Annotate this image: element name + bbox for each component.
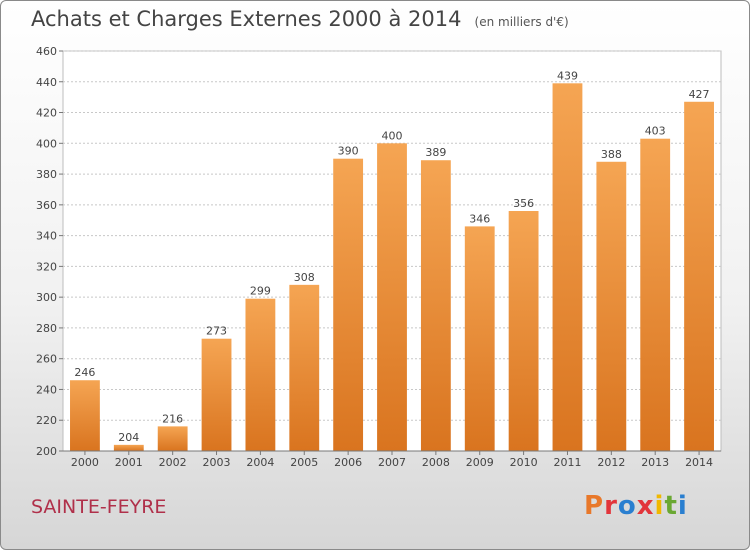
logo-letter: i xyxy=(677,491,688,521)
x-tick-label: 2007 xyxy=(378,456,406,469)
y-tick-label: 300 xyxy=(36,291,57,304)
data-label: 299 xyxy=(250,285,271,298)
bar xyxy=(70,380,100,451)
x-tick-label: 2011 xyxy=(553,456,581,469)
x-tick-label: 2013 xyxy=(641,456,669,469)
y-tick-label: 200 xyxy=(36,445,57,458)
data-label: 204 xyxy=(118,431,139,444)
x-tick-label: 2010 xyxy=(510,456,538,469)
bar xyxy=(113,444,144,451)
logo-letter: o xyxy=(617,491,637,521)
logo-letter: t xyxy=(664,491,678,521)
chart-title: Achats et Charges Externes 2000 à 2014 (… xyxy=(31,7,569,31)
x-tick-label: 2003 xyxy=(203,456,231,469)
data-label: 403 xyxy=(645,125,666,138)
data-label: 389 xyxy=(425,146,446,159)
bar xyxy=(377,143,407,452)
x-tick-label: 2012 xyxy=(597,456,625,469)
x-tick-label: 2002 xyxy=(159,456,187,469)
y-tick-label: 220 xyxy=(36,414,57,427)
y-tick-label: 280 xyxy=(36,322,57,335)
x-tick-label: 2000 xyxy=(71,456,99,469)
bar xyxy=(201,338,232,451)
bar xyxy=(508,211,539,451)
logo-letter: x xyxy=(636,491,655,521)
data-label: 400 xyxy=(382,129,403,142)
data-label: 388 xyxy=(601,148,622,161)
bar xyxy=(289,284,320,451)
bar xyxy=(640,138,671,451)
x-tick-label: 2009 xyxy=(466,456,494,469)
y-tick-label: 460 xyxy=(36,45,57,58)
y-tick-label: 340 xyxy=(36,230,57,243)
data-label: 427 xyxy=(689,88,710,101)
x-tick-label: 2004 xyxy=(246,456,274,469)
bar xyxy=(157,426,188,451)
bar xyxy=(464,226,495,451)
y-tick-label: 400 xyxy=(36,137,57,150)
data-label: 439 xyxy=(557,69,578,82)
y-tick-label: 380 xyxy=(36,168,57,181)
bar xyxy=(245,298,276,451)
x-tick-label: 2008 xyxy=(422,456,450,469)
x-tick-label: 2006 xyxy=(334,456,362,469)
proxiti-logo: Proxiti xyxy=(584,491,688,521)
y-tick-label: 260 xyxy=(36,353,57,366)
bar xyxy=(596,161,627,451)
chart-title-main: Achats et Charges Externes 2000 à 2014 xyxy=(31,7,462,31)
y-tick-label: 240 xyxy=(36,383,57,396)
chart-unit: (en milliers d'€) xyxy=(474,15,569,29)
data-label: 308 xyxy=(294,271,315,284)
logo-letter: i xyxy=(654,491,665,521)
data-label: 273 xyxy=(206,325,227,338)
bar xyxy=(552,83,583,452)
x-tick-label: 2005 xyxy=(290,456,318,469)
data-label: 216 xyxy=(162,412,183,425)
y-tick-label: 420 xyxy=(36,107,57,120)
y-tick-label: 320 xyxy=(36,260,57,273)
logo-letter: r xyxy=(604,491,618,521)
x-tick-label: 2001 xyxy=(115,456,143,469)
y-tick-label: 360 xyxy=(36,199,57,212)
data-label: 246 xyxy=(74,366,95,379)
y-tick-label: 440 xyxy=(36,76,57,89)
bar xyxy=(333,158,364,451)
x-tick-label: 2014 xyxy=(685,456,713,469)
logo-letter: P xyxy=(584,491,605,521)
data-label: 346 xyxy=(469,212,490,225)
bar xyxy=(420,160,451,451)
data-label: 356 xyxy=(513,197,534,210)
commune-name: SAINTE-FEYRE xyxy=(31,496,167,518)
data-label: 390 xyxy=(338,145,359,158)
bar xyxy=(684,101,714,452)
